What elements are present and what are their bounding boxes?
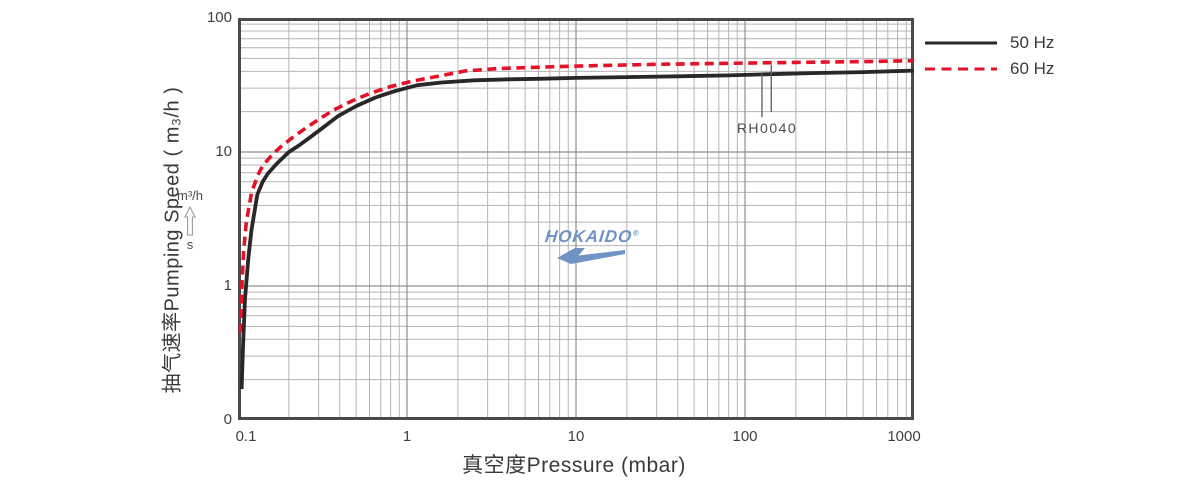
x-axis-title: 真空度Pressure (mbar) — [462, 454, 686, 477]
y-axis-unit-note: m³/h s — [168, 189, 212, 252]
plot-frame — [238, 18, 914, 420]
y-tick-label: 100 — [206, 9, 232, 26]
up-arrow-icon — [184, 206, 196, 236]
y-tick-label: 10 — [215, 143, 232, 160]
hokaido-logo: HOKAIDO® — [544, 227, 655, 269]
x-tick-label: 100 — [732, 428, 758, 445]
legend-label-60hz: 60 Hz — [1010, 59, 1055, 78]
unit-note-top: m³/h — [177, 188, 203, 203]
hokaido-logo-swoosh-icon — [557, 248, 625, 264]
x-tick-label: 1 — [402, 428, 412, 445]
legend-item-60hz: 60 Hz — [925, 56, 1054, 82]
curve-50hz — [239, 68, 914, 390]
legend-item-50hz: 50 Hz — [925, 30, 1054, 56]
registered-mark-icon: ® — [632, 228, 641, 238]
x-tick-label: 0.1 — [235, 428, 257, 445]
x-tick-label: 1000 — [887, 428, 921, 445]
y-tick-label: 0 — [223, 411, 232, 428]
x-tick-label: 10 — [567, 428, 585, 445]
y-tick-label: 1 — [223, 277, 232, 294]
plot-svg — [238, 18, 914, 420]
unit-note-bottom: s — [186, 237, 194, 252]
legend: 50 Hz 60 Hz — [925, 30, 1054, 82]
hokaido-logo-text: HOKAIDO® — [544, 227, 641, 246]
plot-area — [238, 18, 914, 420]
legend-line-solid-icon — [925, 41, 997, 45]
legend-line-dashed-icon — [925, 67, 997, 71]
legend-label-50hz: 50 Hz — [1010, 33, 1055, 52]
curve-60hz — [238, 58, 914, 333]
model-annotation-label: RH0040 — [736, 120, 798, 136]
